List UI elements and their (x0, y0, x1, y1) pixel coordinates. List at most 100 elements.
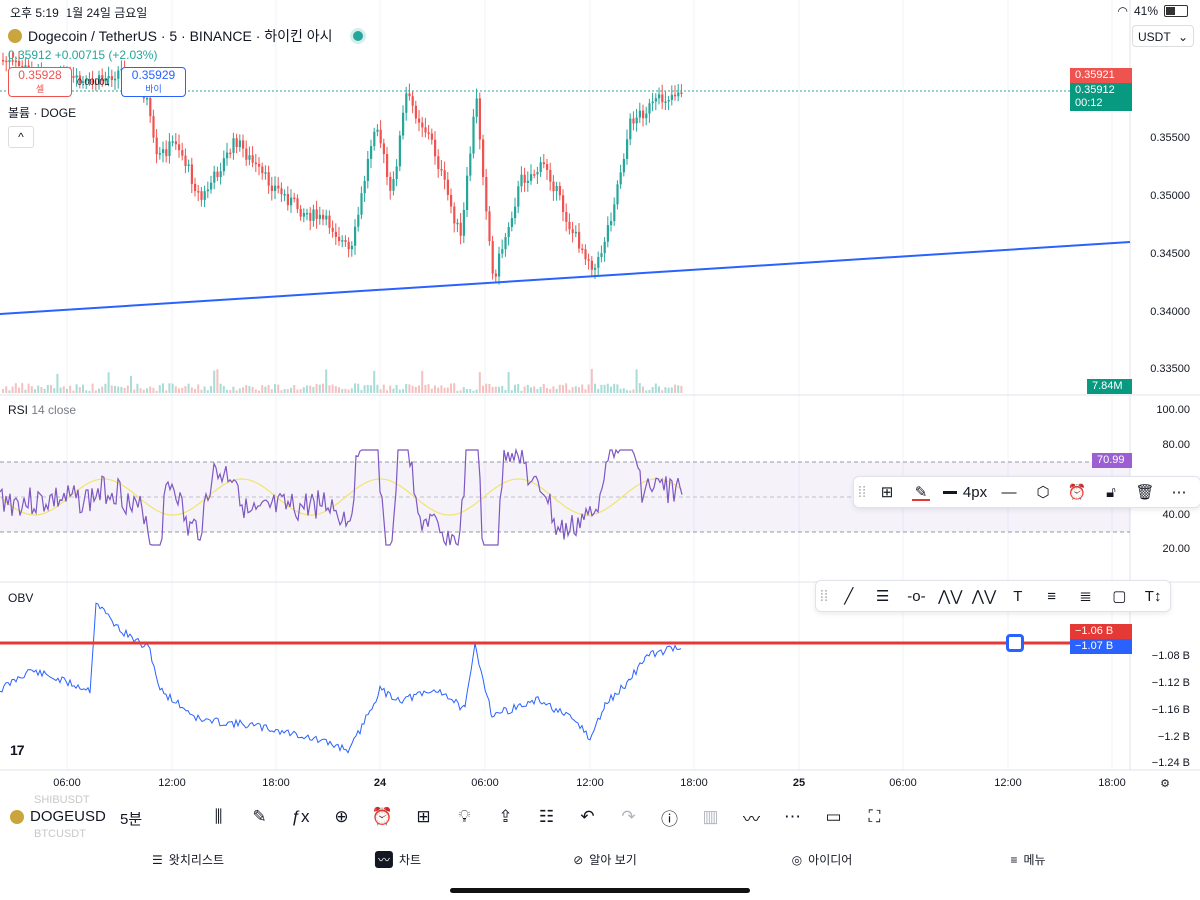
fib-tool-icon[interactable]: ☰ (875, 588, 890, 605)
volume-bar (165, 390, 168, 393)
text-size-tool-icon[interactable]: T↕ (1144, 587, 1162, 605)
horizontal-line-tool-icon[interactable]: -o- (907, 587, 926, 605)
volume-bar (482, 385, 484, 393)
time-axis[interactable]: 06:00 12:00 18:00 24 06:00 12:00 18:00 2… (0, 773, 1200, 793)
candle-body (514, 206, 517, 219)
abc-pattern-tool-icon[interactable]: ⋀⋁ (971, 588, 997, 605)
candle-body (318, 214, 321, 219)
tradingview-logo[interactable]: 17 (10, 742, 25, 758)
share-icon[interactable]: ⇪ (498, 807, 513, 826)
candle-body (382, 143, 385, 155)
candle-body (629, 118, 632, 140)
nav-menu[interactable]: ≡ 메뉴 (1010, 851, 1045, 868)
volume-bar (635, 369, 638, 393)
collapse-legend-button[interactable]: ^ (8, 126, 34, 148)
candle-body (597, 256, 600, 268)
volume-bar (526, 384, 529, 393)
parallel-channel-tool-icon[interactable]: ≡ (1047, 587, 1057, 605)
ideas-bulb-icon[interactable]: 💡︎ (458, 807, 471, 826)
candle-body (210, 182, 213, 190)
redo-icon[interactable]: ↷ (621, 807, 636, 826)
candle-body (414, 105, 417, 119)
volume-bar (306, 385, 308, 393)
candle-type-icon[interactable]: ⫼ (214, 807, 223, 826)
add-alert-icon[interactable]: ⏰ (1067, 484, 1087, 501)
volume-bar (594, 383, 596, 393)
candle-body (190, 164, 193, 184)
rsi-tick: 100.00 (1156, 404, 1190, 416)
obv-legend[interactable]: OBV (8, 591, 34, 605)
volume-bar (75, 384, 78, 393)
drag-grip-icon[interactable]: ⁞⁞ (819, 587, 829, 605)
volume-bar (642, 386, 644, 393)
indicators-icon[interactable]: ƒx (291, 807, 310, 826)
time-tick: 12:00 (994, 777, 1022, 789)
window-icon[interactable]: ▭ (825, 807, 842, 826)
timeframe-button[interactable]: 5분 (120, 811, 143, 828)
volume-bar (350, 388, 353, 393)
candle-body (520, 174, 523, 187)
info-icon[interactable]: ⓘ (661, 809, 678, 829)
fullscreen-icon[interactable]: ⛶ (868, 807, 881, 826)
more-icon[interactable]: ⋯ (1171, 484, 1187, 501)
volume-bar (274, 384, 276, 393)
nav-chart[interactable]: 〰 차트 (374, 851, 421, 868)
volume-bar (142, 389, 145, 393)
pencil-color-icon[interactable]: ✎ (904, 477, 938, 507)
candle-body (174, 141, 177, 145)
draw-pencil-icon[interactable]: ✎ (252, 807, 267, 826)
nav-explore[interactable]: ⊘ 알아 보기 (573, 851, 637, 868)
volume-bar (325, 369, 328, 393)
buy-button[interactable]: 0.35929 바이 (121, 67, 186, 97)
volume-bar (494, 386, 497, 393)
volume-bar (85, 390, 88, 393)
line-width-button[interactable]: 4px (938, 477, 992, 507)
candle-body (78, 75, 81, 83)
candle-body (536, 172, 539, 175)
volume-bar (373, 370, 376, 393)
volume-bar (389, 385, 392, 393)
more-icon[interactable]: ⋯ (784, 807, 801, 826)
nav-watchlist[interactable]: ☰ 왓치리스트 (152, 851, 224, 868)
trend-line[interactable] (0, 241, 1131, 315)
trash-icon[interactable]: 🗑︎ (1135, 484, 1155, 501)
line-drag-handle[interactable] (1006, 634, 1024, 652)
candle-body (677, 92, 680, 97)
nav-ideas[interactable]: ◎ 아이디어 (792, 851, 853, 868)
currency-select[interactable]: USDT ⌄ (1132, 25, 1194, 47)
object-tree-icon[interactable]: ⊞ (880, 484, 894, 501)
drag-grip-icon[interactable]: ⁞⁞ (857, 483, 867, 501)
alert-icon[interactable]: ⏰ (371, 807, 394, 826)
symbol-title[interactable]: Dogecoin / TetherUS · 5 · BINANCE · 하이킨 … (8, 26, 363, 46)
buy-price: 0.35929 (131, 68, 176, 82)
volume-bar (562, 385, 564, 393)
lock-icon[interactable]: 🔓︎ (1106, 483, 1116, 501)
volume-bar (619, 388, 622, 393)
candle-body (418, 118, 421, 123)
candle-body (277, 185, 280, 189)
candle-body (635, 117, 638, 124)
order-ticket-icon[interactable]: ☷ (538, 807, 555, 826)
time-axis-settings-icon[interactable]: ⚙ (1160, 778, 1170, 790)
chart-canvas[interactable] (0, 0, 1200, 800)
add-icon[interactable]: ⊕ (334, 807, 349, 826)
candle-body (526, 180, 529, 183)
rectangle-tool-icon[interactable]: ▢ (1112, 588, 1127, 605)
compare-icon[interactable]: 〰 (743, 809, 760, 829)
settings-icon[interactable]: ⬡ (1036, 484, 1050, 501)
sell-button[interactable]: 0.35928 셀 (8, 67, 72, 97)
list-icon: ☰ (152, 852, 163, 867)
trend-line-tool-icon[interactable]: ╱ (844, 588, 854, 605)
financials-icon[interactable]: ▥ (702, 807, 719, 826)
line-style-icon[interactable]: — (1001, 483, 1017, 501)
candle-body (194, 183, 197, 192)
volume-bar (408, 384, 411, 393)
undo-icon[interactable]: ↶ (580, 807, 595, 826)
text-tool-icon[interactable]: T (1013, 587, 1023, 605)
elliott-wave-tool-icon[interactable]: ⋀⋁ (937, 588, 963, 605)
layouts-icon[interactable]: ⊞ (416, 807, 431, 826)
volume-bar (542, 383, 545, 393)
rsi-legend[interactable]: RSI 14 close (8, 403, 77, 417)
regression-tool-icon[interactable]: ≣ (1079, 588, 1092, 605)
symbol-search-button[interactable]: SHIBUSDT DOGEUSD BTCUSDT (10, 794, 106, 840)
